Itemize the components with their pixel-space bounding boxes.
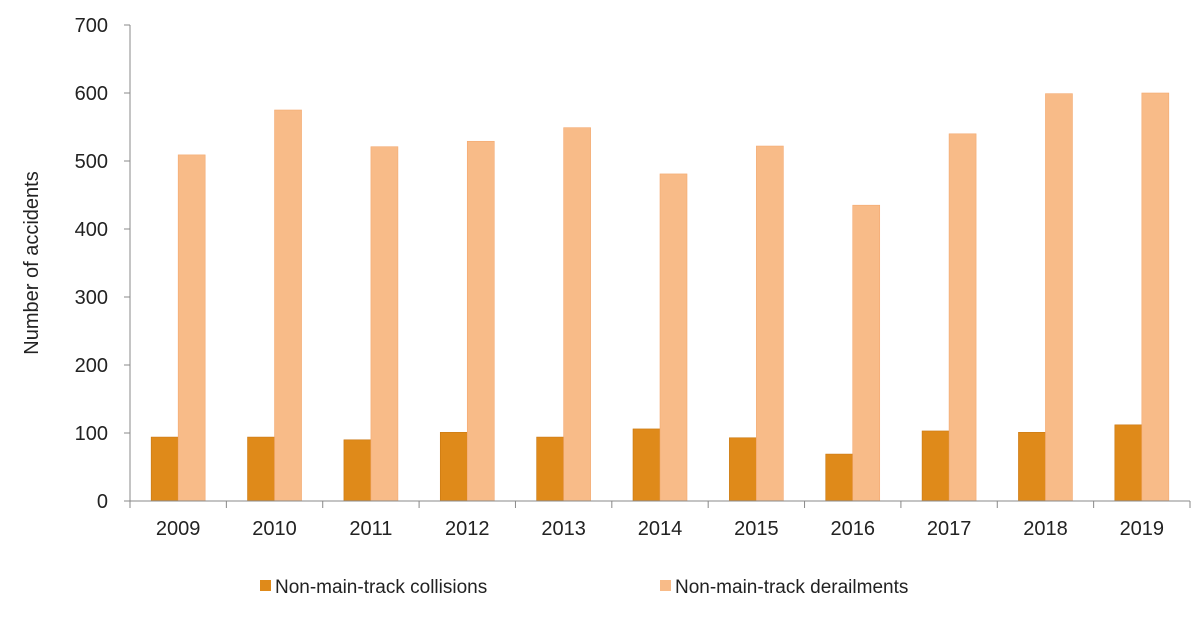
bar-collisions-2016 [825, 453, 854, 502]
bar-collisions-2017 [921, 430, 950, 502]
bar-derailments-2011 [370, 146, 399, 502]
bar-collisions-2011 [343, 439, 372, 502]
y-tick-label: 300 [75, 287, 108, 309]
bar-derailments-2013 [563, 127, 591, 502]
y-tick-label: 400 [75, 219, 108, 241]
legend: Non-main-track collisions Non-main-track … [260, 577, 908, 598]
x-tick-label: 2015 [734, 518, 779, 540]
y-tick-label: 600 [75, 83, 108, 105]
x-tick-label: 2012 [445, 518, 490, 540]
bar-derailments-2014 [659, 173, 688, 502]
bar-derailments-2009 [177, 154, 206, 502]
bar-derailments-2012 [466, 140, 495, 502]
y-axis-label: Number of accidents [21, 171, 43, 354]
x-tick-label: 2010 [252, 518, 297, 540]
bar-derailments-2016 [852, 204, 881, 502]
bar-collisions-2015 [729, 437, 757, 502]
x-tick-label: 2014 [638, 518, 683, 540]
bar-collisions-2018 [1018, 432, 1046, 502]
x-tick-label: 2017 [927, 518, 972, 540]
y-tick-label: 700 [75, 15, 108, 37]
x-tick-label: 2018 [1023, 518, 1068, 540]
y-tick-label: 500 [75, 151, 108, 173]
legend-swatch [660, 580, 671, 591]
legend-swatch [260, 580, 271, 591]
y-tick-label: 0 [97, 491, 108, 513]
y-tick-label: 100 [75, 423, 108, 445]
bar-collisions-2013 [536, 436, 564, 502]
bar-derailments-2015 [756, 145, 784, 502]
bar-collisions-2009 [150, 436, 179, 502]
x-tick-label: 2011 [349, 518, 392, 540]
bar-collisions-2019 [1114, 424, 1143, 502]
legend-label: Non-main-track collisions [275, 577, 487, 598]
x-tick-label: 2013 [541, 518, 586, 540]
x-tick-label: 2019 [1120, 518, 1165, 540]
x-tick-label: 2009 [156, 518, 201, 540]
bar-derailments-2019 [1141, 92, 1170, 502]
legend-label: Non-main-track derailments [675, 577, 908, 598]
bar-derailments-2018 [1045, 93, 1073, 502]
x-tick-label: 2016 [830, 518, 875, 540]
bar-derailments-2010 [274, 109, 302, 502]
y-tick-label: 200 [75, 355, 108, 377]
bar-derailments-2017 [948, 133, 977, 502]
bar-collisions-2010 [247, 436, 275, 502]
bar-collisions-2012 [439, 432, 468, 502]
bar-collisions-2014 [632, 428, 661, 502]
